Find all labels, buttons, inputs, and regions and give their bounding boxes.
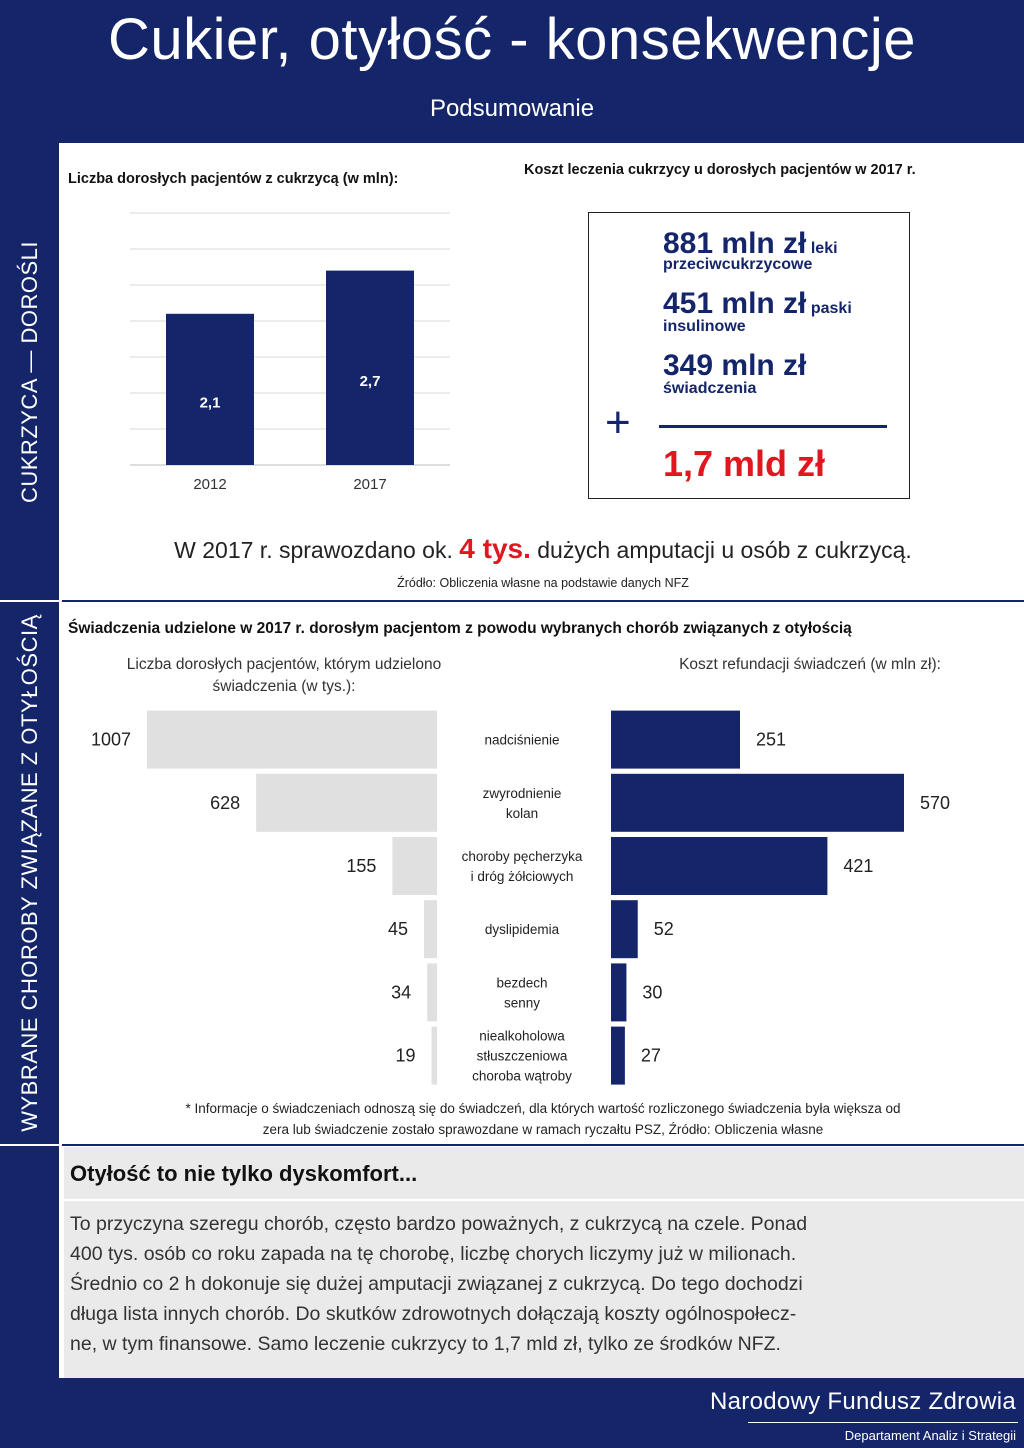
section-divider: [62, 1144, 1024, 1146]
sum-line: [659, 425, 887, 428]
bar-cost: [611, 963, 627, 1022]
cost-total: 1,7 mld zł: [663, 443, 826, 484]
patients-value-label: 155: [346, 856, 376, 876]
section-divider: [62, 600, 1024, 602]
amputation-text: dużych amputacji u osób z cukrzycą.: [537, 537, 912, 563]
page-subtitle: Podsumowanie: [429, 95, 595, 122]
plus-icon: +: [605, 398, 631, 447]
bar-patients: [147, 710, 437, 769]
patients-value-label: 19: [395, 1046, 415, 1066]
cost-box: 881 mln zł leki przeciwcukrzycowe 451 ml…: [588, 212, 910, 499]
footnote-line: zera lub świadczenie zostało sprawozdane…: [262, 1121, 824, 1137]
amputation-statement: W 2017 r. sprawozdano ok. 4 tys. dużych …: [62, 533, 1024, 565]
bar-value-label: 2,1: [200, 394, 221, 411]
cost-line-strips: 451 mln zł paski: [663, 289, 852, 319]
patients-value-label: 1007: [91, 730, 131, 750]
left-column-header: Liczba dorosłych pacjentów, którym udzie…: [84, 654, 484, 699]
bar-cost: [611, 837, 828, 895]
category-label: zwyrodnienie: [483, 786, 562, 801]
bar-cost: [611, 900, 638, 959]
category-label: i dróg żółciowych: [471, 869, 574, 884]
cost-amount: 881 mln zł: [663, 227, 807, 260]
info-line: Średnio co 2 h dokonuje się dużej amputa…: [70, 1273, 803, 1295]
sidebar-section-info: [0, 1146, 62, 1378]
sidebar-section-diabetes: CUKRZYCA — DOROŚLI: [0, 143, 62, 600]
footnote-line: * Informacje o świadczeniach odnoszą się…: [185, 1101, 901, 1116]
patients-chart-title: Liczba dorosłych pacjentów z cukrzycą (w…: [68, 171, 399, 187]
source-note: Źródło: Obliczenia własne na podstawie d…: [397, 576, 689, 590]
org-name: Narodowy Fundusz Zdrowia: [710, 1388, 1016, 1415]
cost-title: Koszt leczenia cukrzycy u dorosłych pacj…: [524, 162, 916, 178]
bar-patients: [424, 900, 437, 959]
category-label: niealkoholowa: [479, 1029, 565, 1044]
footer-rule: [748, 1422, 1018, 1423]
sidebar-label-obesity: WYBRANE CHOROBY ZWIĄZANE Z OTYŁOŚCIĄ: [16, 614, 42, 1132]
x-tick-label: 2012: [193, 476, 226, 493]
dept-name: Departament Analiz i Strategii: [844, 1428, 1016, 1443]
bar-patients: [392, 837, 437, 895]
info-line: 400 tys. osób co roku zapada na tę choro…: [70, 1243, 797, 1265]
bar-cost: [611, 773, 904, 832]
cost-value-label: 30: [642, 982, 662, 1002]
page-footer: Narodowy Fundusz Zdrowia Departament Ana…: [0, 1378, 1024, 1448]
obesity-butterfly-chart: 1007 251 nadciśnienie 628 570 zwyrodnienie kol…: [91, 710, 950, 1085]
amputation-text: W 2017 r. sprawozdano ok.: [174, 537, 453, 563]
page-header: Cukier, otyłość - konsekwencje Podsumowa…: [0, 0, 1024, 143]
category-label: stłuszczeniowa: [477, 1049, 568, 1064]
cost-label: insulinowe: [663, 318, 746, 335]
amputation-value: 4 tys.: [459, 533, 531, 564]
footnote: * Informacje o świadczeniach odnoszą się…: [62, 1099, 1024, 1141]
info-line: ne, w tym finansowe. Samo leczenie cukrz…: [70, 1333, 781, 1355]
category-label: kolan: [506, 806, 538, 821]
cost-amount: 349 mln zł: [663, 349, 807, 382]
patients-value-label: 628: [210, 793, 240, 813]
bar-patients: [431, 1026, 437, 1085]
left-header-line: świadczenia (w tys.):: [212, 678, 356, 696]
cost-value-label: 570: [920, 793, 950, 813]
bar-cost: [611, 710, 741, 769]
left-header-line: Liczba dorosłych pacjentów, którym udzie…: [126, 656, 442, 673]
bar-cost: [611, 1026, 625, 1085]
cost-line-drugs: 881 mln zł leki: [663, 229, 838, 259]
sidebar-section-obesity: WYBRANE CHOROBY ZWIĄZANE Z OTYŁOŚCIĄ: [0, 602, 62, 1144]
cost-value-label: 251: [756, 730, 786, 750]
cost-label: przeciwcukrzycowe: [663, 256, 813, 273]
bar: [166, 313, 254, 465]
bar-patients: [427, 963, 437, 1022]
cost-amount: 451 mln zł: [663, 287, 807, 320]
right-column-header: Koszt refundacji świadczeń (w mln zł):: [679, 656, 941, 673]
bar-patients: [256, 773, 437, 832]
sidebar-label-diabetes: CUKRZYCA — DOROŚLI: [16, 240, 42, 503]
cost-label: leki: [810, 240, 838, 257]
info-title: Otyłość to nie tylko dyskomfort...: [70, 1161, 418, 1186]
patients-value-label: 34: [391, 982, 411, 1002]
patients-bar-chart: 2,1 2012 2,7 2017: [130, 212, 450, 493]
category-label: bezdech: [496, 975, 547, 990]
patients-value-label: 45: [388, 919, 408, 939]
info-line: długa lista innych chorób. Do skutków zd…: [70, 1303, 797, 1325]
bar: [326, 270, 414, 465]
cost-value-label: 421: [843, 856, 873, 876]
obesity-section-title: Świadczenia udzielone w 2017 r. dorosłym…: [68, 620, 852, 637]
category-label: senny: [504, 995, 540, 1010]
cost-value-label: 52: [654, 919, 674, 939]
cost-label: paski: [810, 300, 852, 317]
info-divider: [64, 1199, 1024, 1201]
info-line: To przyczyna szeregu chorób, często bard…: [70, 1213, 808, 1235]
category-label: dyslipidemia: [485, 922, 560, 937]
category-label: choroby pęcherzyka: [462, 849, 583, 864]
bar-value-label: 2,7: [360, 373, 381, 390]
category-label: choroba wątroby: [472, 1069, 572, 1084]
info-text: To przyczyna szeregu chorób, często bard…: [70, 1209, 1014, 1359]
cost-line-services: 349 mln zł: [663, 351, 806, 381]
info-box: Otyłość to nie tylko dyskomfort... To pr…: [64, 1147, 1024, 1378]
x-tick-label: 2017: [353, 476, 386, 493]
cost-value-label: 27: [641, 1046, 661, 1066]
cost-label: świadczenia: [663, 380, 757, 397]
page-title: Cukier, otyłość - konsekwencje: [108, 7, 916, 72]
category-label: nadciśnienie: [484, 733, 559, 748]
